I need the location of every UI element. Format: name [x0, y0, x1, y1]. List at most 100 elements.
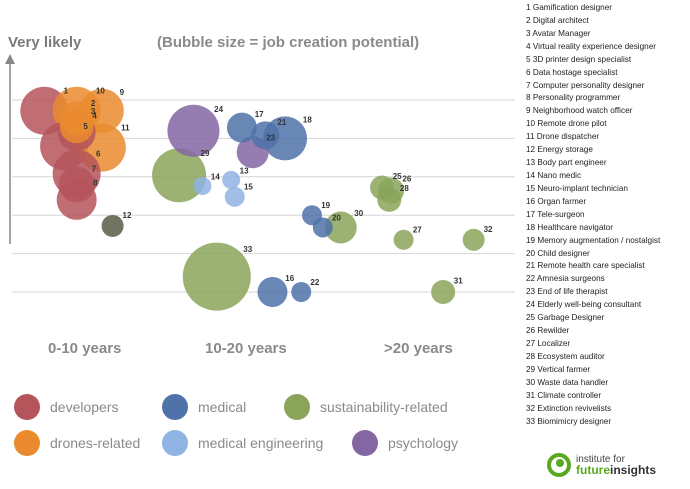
job-list-item: 23 End of life therapist — [526, 287, 608, 297]
job-list-item: 24 Elderly well-being consultant — [526, 300, 642, 310]
bubble-30 — [324, 211, 357, 244]
job-list-item: 18 Healthcare navigator — [526, 222, 613, 232]
bubble-label-24: 24 — [214, 105, 223, 114]
bubble-label-1: 1 — [64, 86, 69, 95]
job-list-item: 12 Energy storage — [526, 145, 593, 155]
y-axis-label: Very likely — [8, 34, 82, 51]
bubble-label-11: 11 — [121, 123, 130, 132]
bubble-21 — [251, 121, 280, 150]
legend-swatch — [162, 394, 188, 420]
job-list-item: 21 Remote health care specialist — [526, 261, 645, 271]
legend-sustainability: sustainability-related — [284, 394, 448, 420]
legend-drones: drones-related — [14, 430, 140, 456]
bubble-13 — [222, 170, 241, 189]
bubble-15 — [224, 186, 245, 207]
chart-subtitle: (Bubble size = job creation potential) — [157, 34, 420, 51]
job-list-item: 17 Tele-surgeon — [526, 209, 585, 219]
bubble-28 — [377, 187, 402, 212]
bubble-label-27: 27 — [413, 226, 422, 235]
job-list-item: 15 Neuro-implant technician — [526, 183, 628, 193]
legend-label: medical — [198, 399, 247, 415]
period-label-10-20: 10-20 years — [205, 340, 287, 357]
bubble-label-14: 14 — [211, 173, 220, 182]
legend-swatch — [162, 430, 188, 456]
job-list-item: 29 Vertical farmer — [526, 364, 591, 374]
bubble-label-30: 30 — [354, 209, 363, 218]
job-list-item: 30 Waste data handler — [526, 377, 609, 387]
job-list-item: 33 Biomimicry designer — [526, 416, 612, 426]
bubble-27 — [393, 229, 414, 250]
legend-label: sustainability-related — [320, 399, 448, 415]
logo: institute for futureinsights — [546, 452, 656, 478]
bubble-label-22: 22 — [310, 278, 319, 287]
bubble-label-2: 2 — [91, 99, 96, 108]
bubble-label-18: 18 — [303, 116, 312, 125]
bubble-label-6: 6 — [96, 149, 101, 158]
bubble-label-23: 23 — [266, 134, 275, 143]
job-list-item: 9 Neighborhood watch officer — [526, 106, 633, 116]
bubble-label-12: 12 — [123, 211, 132, 220]
bubble-label-7: 7 — [92, 165, 97, 174]
bubble-label-32: 32 — [484, 225, 493, 234]
legend-swatch — [284, 394, 310, 420]
legend-label: developers — [50, 399, 119, 415]
bubble-label-3: 3 — [91, 107, 96, 116]
job-list-item: 14 Nano medic — [526, 170, 582, 180]
job-list-item: 6 Data hostage specialist — [526, 67, 618, 77]
bubble-label-9: 9 — [120, 88, 125, 97]
bubble-label-13: 13 — [240, 166, 249, 175]
bubble-label-26: 26 — [402, 174, 411, 183]
job-list-item: 1 Gamification designer — [526, 3, 613, 12]
bubble-label-33: 33 — [243, 245, 252, 254]
bubble-label-20: 20 — [332, 213, 341, 222]
bubble-label-28: 28 — [400, 184, 409, 193]
job-list-item: 22 Amnesia surgeons — [526, 274, 605, 284]
job-list-item: 26 Rewilder — [526, 326, 570, 336]
bubble-22 — [291, 282, 312, 302]
logo-line2: futureinsights — [576, 463, 657, 477]
bubble-32 — [462, 228, 485, 251]
bubble-31 — [431, 280, 456, 304]
bubble-7 — [58, 166, 95, 203]
bubble-29 — [152, 148, 207, 203]
period-label-0-10: 0-10 years — [48, 340, 122, 357]
job-list-item: 7 Computer personality designer — [526, 80, 645, 90]
job-list-item: 11 Drone dispatcher — [526, 132, 600, 142]
job-list-item: 10 Remote drone pilot — [526, 119, 607, 129]
bubble-14 — [193, 177, 212, 196]
job-list-item: 19 Memory augmentation / nostalgist — [526, 235, 661, 245]
job-list-item: 27 Localizer — [526, 338, 571, 348]
job-list-item: 8 Personality programmer — [526, 93, 621, 103]
bubble-label-25: 25 — [393, 172, 402, 181]
logo-line1: institute for — [576, 454, 625, 465]
job-key-list: 1 Gamification designer 2 Digital archite… — [526, 2, 660, 428]
bubble-label-10: 10 — [96, 86, 105, 95]
job-list-item: 31 Climate controller — [526, 390, 602, 400]
bubble-label-31: 31 — [454, 276, 463, 285]
legend-developers: developers — [14, 394, 119, 420]
job-list-item: 5 3D printer design specialist — [526, 54, 632, 64]
job-list-item: 2 Digital architect — [526, 15, 589, 25]
job-list-item: 20 Child designer — [526, 248, 590, 258]
bubble-label-29: 29 — [201, 149, 210, 158]
logo-icon — [547, 453, 571, 477]
job-list-item: 3 Avatar Manager — [526, 28, 591, 38]
legend-psychology: psychology — [352, 430, 458, 456]
bubble-label-8: 8 — [93, 178, 98, 187]
bubble-label-17: 17 — [255, 110, 264, 119]
legend-label: drones-related — [50, 435, 141, 451]
job-list-item: 13 Body part engineer — [526, 158, 607, 168]
bubble-label-4: 4 — [92, 112, 97, 121]
bubble-label-15: 15 — [244, 183, 253, 192]
legend-swatch — [352, 430, 378, 456]
legend-label: medical engineering — [198, 435, 324, 451]
job-list-item: 4 Virtual reality experience designer — [526, 41, 657, 51]
bubble-12 — [101, 214, 124, 237]
legend-medical: medical — [162, 394, 246, 420]
legend-swatch — [14, 430, 40, 456]
bubble-label-16: 16 — [285, 274, 294, 283]
bubble-24 — [167, 104, 220, 157]
y-axis — [5, 54, 15, 244]
